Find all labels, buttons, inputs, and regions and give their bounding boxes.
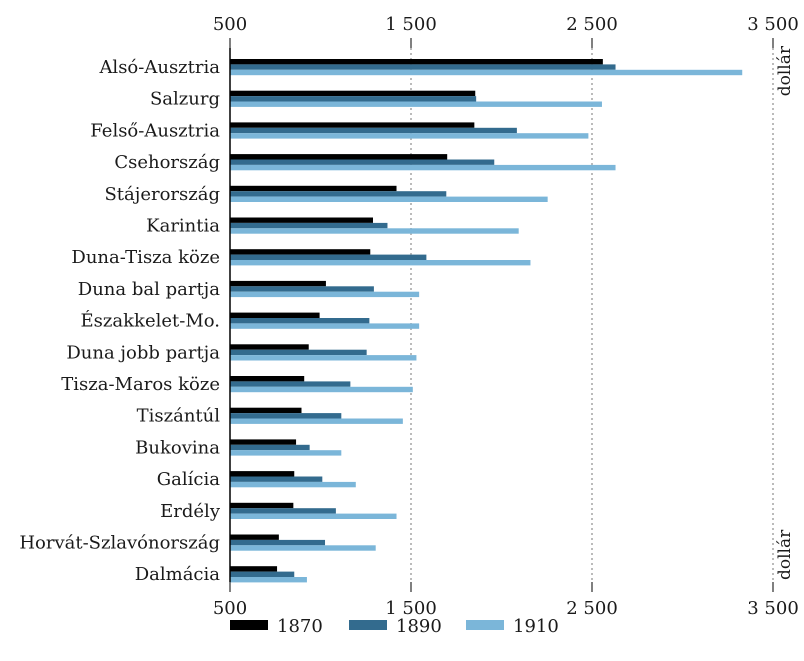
unit-label-bottom: dollár xyxy=(775,529,795,580)
category-label: Duna jobb partja xyxy=(66,342,220,363)
bar-1910 xyxy=(230,101,602,107)
top-axis-ticks: 500 1 500 2 500 3 500 xyxy=(213,14,799,48)
bottom-axis-ticks: 500 1 500 2 500 3 500 xyxy=(213,582,799,619)
bar-1910 xyxy=(230,355,417,361)
bar-1910 xyxy=(230,513,397,519)
bar-1890 xyxy=(230,96,477,102)
category-label: Tiszántúl xyxy=(137,406,221,427)
bottom-tick-label: 3 500 xyxy=(747,598,799,619)
bar-1910 xyxy=(230,386,413,393)
bar-1870 xyxy=(230,280,326,287)
bar-1890 xyxy=(230,318,370,324)
bar-1870 xyxy=(230,249,371,255)
bar-1910 xyxy=(230,260,531,266)
category-label: Felső-Ausztria xyxy=(90,120,220,141)
bar-1870 xyxy=(230,185,397,192)
bar-1890 xyxy=(230,508,336,514)
category-label: Bukovina xyxy=(135,437,220,458)
unit-label-top: dollár xyxy=(775,45,795,96)
bar-1910 xyxy=(230,577,307,583)
category-label: Csehország xyxy=(114,152,220,173)
bar-1910 xyxy=(230,450,342,456)
category-label: Duna-Tisza köze xyxy=(71,247,220,268)
bar-1870 xyxy=(230,471,295,477)
bar-1870 xyxy=(230,59,603,65)
bar-1870 xyxy=(230,566,278,572)
category-label: Galícia xyxy=(157,469,220,490)
bottom-tick-label: 1 500 xyxy=(385,598,437,619)
bars xyxy=(230,59,743,583)
top-tick-label: 500 xyxy=(213,14,247,35)
bar-1890 xyxy=(230,476,323,482)
bar-1890 xyxy=(230,413,342,419)
category-label: Tisza-Maros köze xyxy=(61,374,220,395)
bar-1890 xyxy=(230,349,367,356)
bar-1870 xyxy=(230,90,476,97)
bar-1890 xyxy=(230,159,495,165)
legend-label-1910: 1910 xyxy=(513,616,559,637)
bar-1870 xyxy=(230,439,297,445)
bar-1910 xyxy=(230,291,420,298)
bar-1870 xyxy=(230,122,475,128)
category-label: Dalmácia xyxy=(135,564,221,585)
bar-1870 xyxy=(230,407,302,414)
bottom-tick-label: 2 500 xyxy=(566,598,618,619)
bar-1870 xyxy=(230,376,305,382)
legend-swatch-1910 xyxy=(466,620,504,630)
category-label: Horvát-Szlavónország xyxy=(19,533,220,554)
legend-label-1870: 1870 xyxy=(277,616,323,637)
category-labels: Alsó-Ausztria Salzurg Felső-Ausztria Csehor… xyxy=(19,57,220,585)
bar-1890 xyxy=(230,64,616,70)
category-label: Karintia xyxy=(146,216,220,237)
legend: 1870 1890 1910 xyxy=(230,616,559,637)
bar-1910 xyxy=(230,418,403,424)
top-tick-label: 2 500 xyxy=(566,14,618,35)
category-label: Duna bal partja xyxy=(78,279,220,300)
bar-1870 xyxy=(230,502,294,509)
bar-1890 xyxy=(230,539,326,546)
bar-1910 xyxy=(230,133,589,139)
bar-1910 xyxy=(230,164,616,171)
bar-1910 xyxy=(230,196,548,202)
bar-1890 xyxy=(230,571,295,577)
legend-swatch-1890 xyxy=(349,620,387,630)
bar-1890 xyxy=(230,222,388,229)
bar-1890 xyxy=(230,444,310,451)
bar-1910 xyxy=(230,481,356,488)
top-tick-label: 3 500 xyxy=(747,14,799,35)
bar-1910 xyxy=(230,323,420,329)
legend-swatch-1870 xyxy=(230,620,268,630)
bar-1910 xyxy=(230,545,376,551)
bar-1870 xyxy=(230,217,373,223)
top-tick-label: 1 500 xyxy=(385,14,437,35)
bar-1870 xyxy=(230,154,448,160)
legend-label-1890: 1890 xyxy=(396,616,442,637)
bar-1870 xyxy=(230,534,279,540)
bottom-tick-label: 500 xyxy=(213,598,247,619)
bar-1870 xyxy=(230,312,320,318)
category-label: Erdély xyxy=(160,501,221,522)
bar-1910 xyxy=(230,228,519,234)
bar-1890 xyxy=(230,286,374,292)
bar-1890 xyxy=(230,254,427,260)
category-label: Alsó-Ausztria xyxy=(98,57,220,78)
bar-1890 xyxy=(230,381,351,387)
bar-1890 xyxy=(230,127,517,134)
bar-1910 xyxy=(230,69,743,76)
category-label: Stájerország xyxy=(104,184,220,205)
category-label: Salzurg xyxy=(150,89,220,110)
bar-1890 xyxy=(230,191,447,197)
bar-1870 xyxy=(230,344,309,350)
category-label: Északkelet-Mo. xyxy=(81,309,220,332)
grid-lines xyxy=(410,48,774,582)
